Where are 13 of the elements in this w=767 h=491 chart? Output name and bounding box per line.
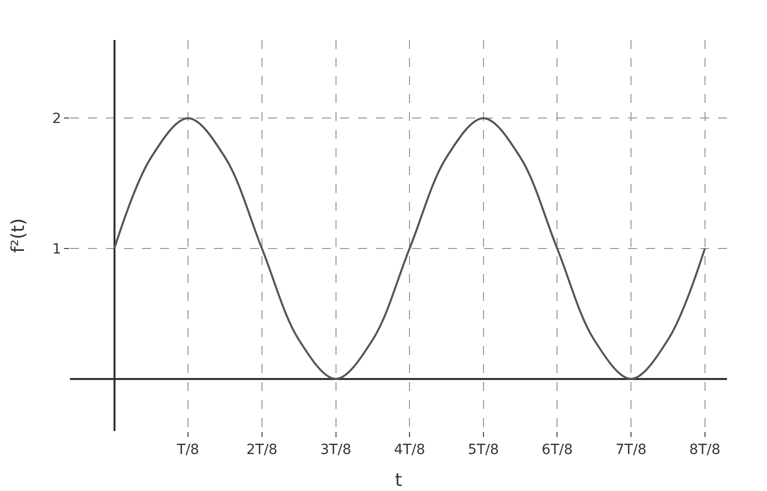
x-tick-label: 2T/8 — [246, 442, 278, 458]
x-tick-label: T/8 — [176, 442, 200, 458]
y-tick-label: 1 — [52, 241, 62, 258]
x-tick-label: 4T/8 — [394, 442, 426, 458]
x-tick-label: 5T/8 — [468, 442, 499, 458]
y-tick-label: 2 — [52, 111, 62, 128]
x-axis-title: t — [394, 470, 402, 491]
y-axis-title: f²(t) — [8, 218, 29, 253]
x-tick-label: 3T/8 — [320, 442, 352, 458]
line-series — [113, 117, 706, 380]
x-tick-label: 7T/8 — [615, 442, 647, 458]
x-tick-label: 6T/8 — [542, 442, 573, 458]
x-tick-label: 8T/8 — [689, 442, 720, 458]
